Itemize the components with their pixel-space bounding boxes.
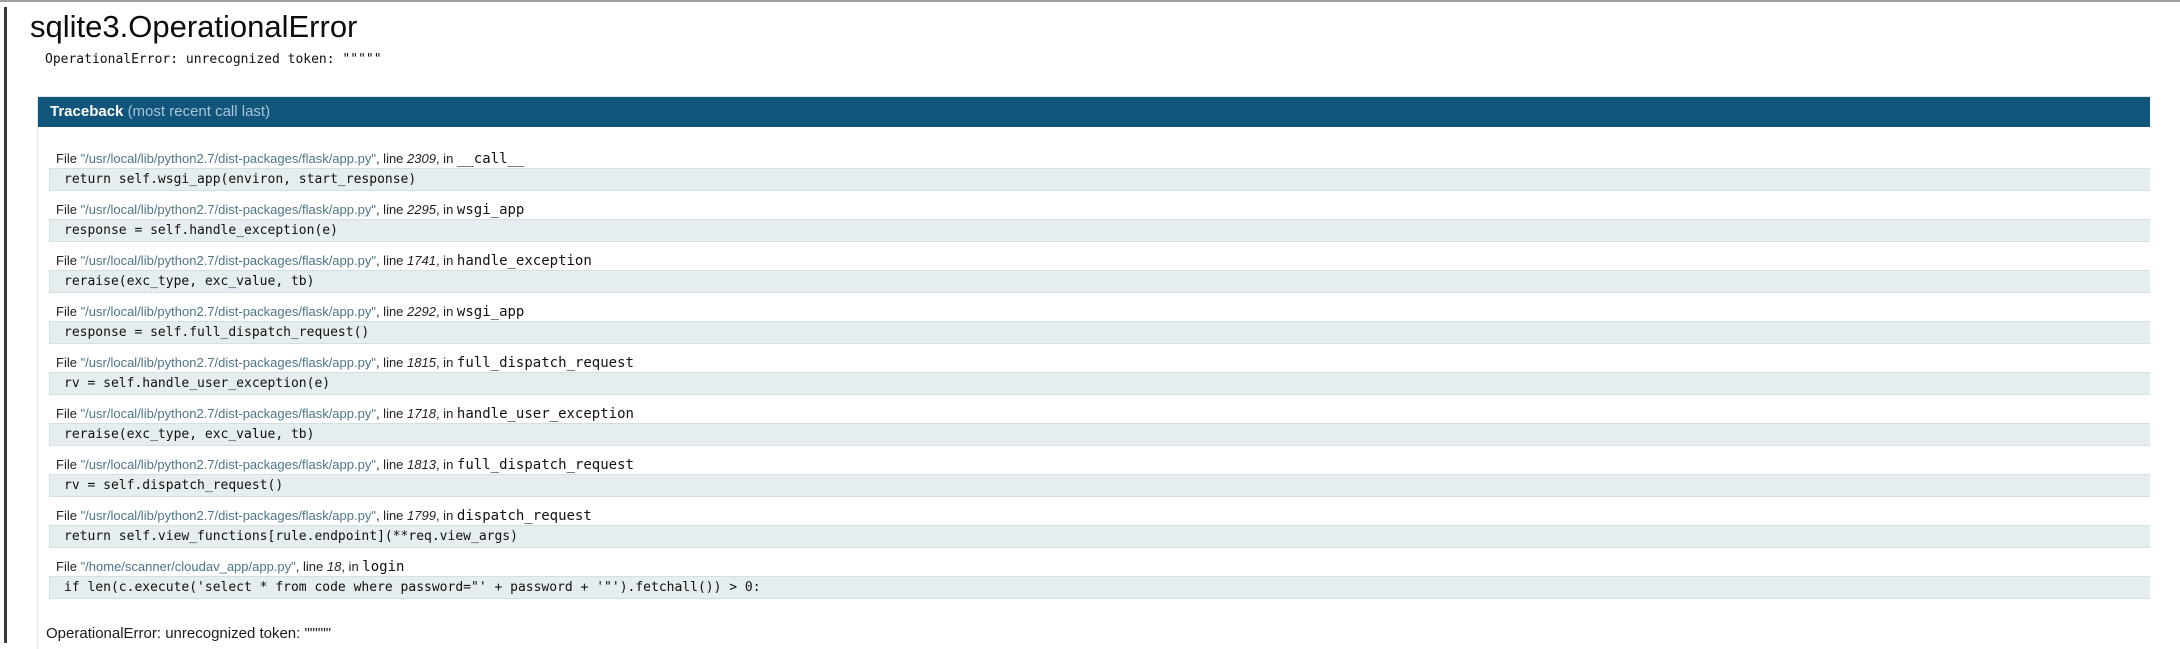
- traceback-frame[interactable]: File "/usr/local/lib/python2.7/dist-pack…: [49, 458, 2150, 497]
- frame-source-line[interactable]: response = self.full_dispatch_request(): [49, 321, 2150, 344]
- traceback-frame[interactable]: File "/usr/local/lib/python2.7/dist-pack…: [49, 152, 2150, 191]
- frame-filename: "/usr/local/lib/python2.7/dist-packages/…: [80, 202, 376, 217]
- in-label: , in: [341, 559, 363, 574]
- line-label: , line: [375, 202, 408, 217]
- in-label: , in: [435, 253, 457, 268]
- frame-line-number: 1741: [407, 253, 436, 268]
- line-label: , line: [375, 253, 408, 268]
- frame-line-number: 2309: [407, 151, 436, 166]
- file-label: File: [56, 253, 81, 268]
- frame-function: handle_user_exception: [456, 406, 634, 422]
- frame-location: File "/usr/local/lib/python2.7/dist-pack…: [56, 253, 2150, 269]
- traceback-title: Traceback: [50, 103, 124, 120]
- frame-function: dispatch_request: [456, 508, 592, 524]
- frame-location: File "/usr/local/lib/python2.7/dist-pack…: [56, 355, 2150, 371]
- in-label: , in: [435, 355, 457, 370]
- frame-line-number: 1799: [407, 508, 436, 523]
- line-label: , line: [295, 559, 327, 574]
- in-label: , in: [435, 304, 457, 319]
- traceback-frame[interactable]: File "/usr/local/lib/python2.7/dist-pack…: [49, 203, 2150, 242]
- frame-source-line[interactable]: reraise(exc_type, exc_value, tb): [49, 270, 2150, 293]
- frame-line-number: 2295: [407, 202, 436, 217]
- file-label: File: [56, 355, 81, 370]
- frame-function: __call__: [456, 151, 525, 167]
- frame-line-number: 1815: [407, 355, 436, 370]
- frame-line-number: 1813: [407, 457, 436, 472]
- frame-source-line[interactable]: reraise(exc_type, exc_value, tb): [49, 423, 2150, 446]
- line-label: , line: [375, 406, 408, 421]
- frame-line-number: 18: [326, 559, 342, 574]
- frame-filename: "/home/scanner/cloudav_app/app.py": [80, 559, 296, 574]
- error-summary: OperationalError: unrecognized token: ""…: [45, 52, 382, 67]
- frame-source-line[interactable]: return self.view_functions[rule.endpoint…: [49, 525, 2150, 548]
- in-label: , in: [435, 508, 457, 523]
- frame-location: File "/usr/local/lib/python2.7/dist-pack…: [56, 508, 2150, 524]
- frame-source-line[interactable]: if len(c.execute('select * from code whe…: [49, 576, 2150, 599]
- frame-filename: "/usr/local/lib/python2.7/dist-packages/…: [80, 508, 376, 523]
- exception-message: OperationalError: unrecognized token: ""…: [46, 625, 332, 642]
- file-label: File: [56, 202, 81, 217]
- traceback-subtitle: (most recent call last): [127, 103, 271, 120]
- frame-filename: "/usr/local/lib/python2.7/dist-packages/…: [80, 253, 376, 268]
- frame-filename: "/usr/local/lib/python2.7/dist-packages/…: [80, 457, 376, 472]
- frame-filename: "/usr/local/lib/python2.7/dist-packages/…: [80, 406, 376, 421]
- in-label: , in: [435, 202, 457, 217]
- page-title: sqlite3.OperationalError: [30, 9, 358, 44]
- frame-location: File "/home/scanner/cloudav_app/app.py",…: [56, 559, 2150, 575]
- file-label: File: [56, 508, 81, 523]
- frame-function: handle_exception: [456, 253, 592, 269]
- frame-filename: "/usr/local/lib/python2.7/dist-packages/…: [80, 355, 376, 370]
- frame-function: wsgi_app: [456, 304, 525, 320]
- line-label: , line: [375, 355, 408, 370]
- line-label: , line: [375, 508, 408, 523]
- line-label: , line: [375, 457, 408, 472]
- window-top-border: [0, 0, 2180, 2]
- frame-function: login: [362, 559, 405, 575]
- frame-location: File "/usr/local/lib/python2.7/dist-pack…: [56, 304, 2150, 320]
- file-label: File: [56, 151, 81, 166]
- frame-location: File "/usr/local/lib/python2.7/dist-pack…: [56, 406, 2150, 422]
- frame-location: File "/usr/local/lib/python2.7/dist-pack…: [56, 457, 2150, 473]
- frame-function: wsgi_app: [456, 202, 525, 218]
- in-label: , in: [435, 151, 457, 166]
- traceback-frame[interactable]: File "/home/scanner/cloudav_app/app.py",…: [49, 560, 2150, 599]
- line-label: , line: [375, 304, 408, 319]
- traceback-header: Traceback (most recent call last): [38, 97, 2150, 127]
- frame-source-line[interactable]: response = self.handle_exception(e): [49, 219, 2150, 242]
- file-label: File: [56, 304, 81, 319]
- frame-source-line[interactable]: rv = self.dispatch_request(): [49, 474, 2150, 497]
- traceback-frame[interactable]: File "/usr/local/lib/python2.7/dist-pack…: [49, 509, 2150, 548]
- file-label: File: [56, 406, 81, 421]
- frame-filename: "/usr/local/lib/python2.7/dist-packages/…: [80, 304, 376, 319]
- line-label: , line: [375, 151, 408, 166]
- in-label: , in: [435, 406, 457, 421]
- frame-source-line[interactable]: return self.wsgi_app(environ, start_resp…: [49, 168, 2150, 191]
- traceback-frames: File "/usr/local/lib/python2.7/dist-pack…: [38, 127, 2150, 599]
- window-left-border: [4, 7, 7, 643]
- traceback-frame[interactable]: File "/usr/local/lib/python2.7/dist-pack…: [49, 407, 2150, 446]
- frame-function: full_dispatch_request: [456, 457, 634, 473]
- traceback-panel: Traceback (most recent call last) File "…: [37, 96, 2150, 649]
- file-label: File: [56, 457, 81, 472]
- frame-location: File "/usr/local/lib/python2.7/dist-pack…: [56, 151, 2150, 167]
- traceback-frame[interactable]: File "/usr/local/lib/python2.7/dist-pack…: [49, 305, 2150, 344]
- frame-source-line[interactable]: rv = self.handle_user_exception(e): [49, 372, 2150, 395]
- frame-filename: "/usr/local/lib/python2.7/dist-packages/…: [80, 151, 376, 166]
- traceback-frame[interactable]: File "/usr/local/lib/python2.7/dist-pack…: [49, 356, 2150, 395]
- frame-location: File "/usr/local/lib/python2.7/dist-pack…: [56, 202, 2150, 218]
- traceback-frame[interactable]: File "/usr/local/lib/python2.7/dist-pack…: [49, 254, 2150, 293]
- frame-line-number: 1718: [407, 406, 436, 421]
- frame-line-number: 2292: [407, 304, 436, 319]
- frame-function: full_dispatch_request: [456, 355, 634, 371]
- in-label: , in: [435, 457, 457, 472]
- file-label: File: [56, 559, 81, 574]
